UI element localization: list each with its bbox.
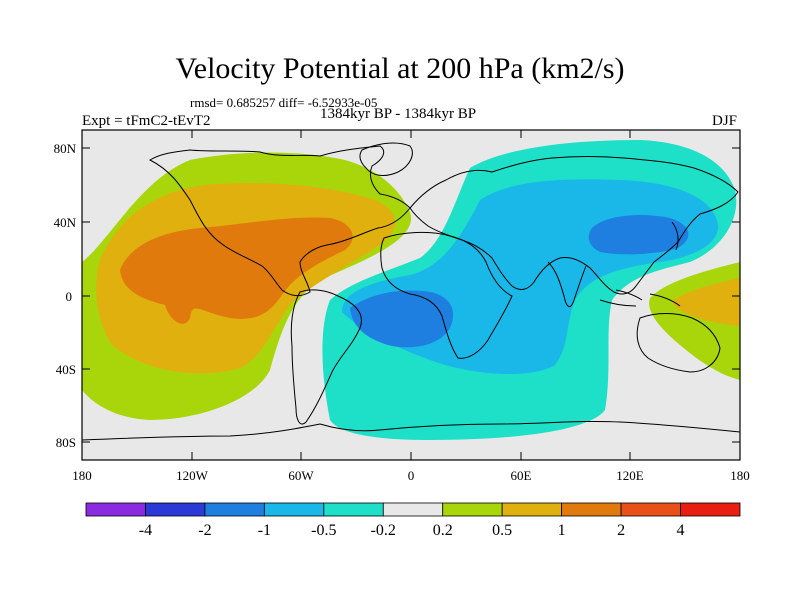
coast-japan [671, 221, 679, 251]
colorbar-swatch [442, 502, 503, 517]
colorbar-label: 1 [558, 522, 566, 539]
colorbar-label: 4 [677, 522, 685, 539]
colorbar-swatch [85, 502, 146, 517]
coastlines [82, 142, 740, 441]
positive-field-level-3 [120, 217, 353, 324]
lon-labels: 180 120W 60W 0 60E 120E 180 [72, 468, 750, 483]
coast-north-america [148, 145, 411, 297]
colorbar-swatch [561, 502, 622, 517]
period-label: 1384kyr BP - 1384kyr BP [320, 106, 477, 122]
colorbar-label: -4 [139, 522, 152, 539]
experiment-label: Expt = tFmC2-tEvT2 [82, 113, 211, 129]
lat-label-80s: 80S [56, 435, 76, 450]
contour-fields [82, 140, 740, 440]
negative-field-level-3-asia [588, 215, 689, 255]
coast-eurasia [409, 156, 739, 295]
coast-antarctica [82, 420, 740, 441]
colorbar: -4 -2 -1 -0.5 -0.2 0.2 0.5 1 2 4 [85, 502, 741, 539]
lon-label-60w: 60W [288, 468, 314, 483]
negative-field-level-3-atlantic [350, 290, 454, 348]
lat-ticks [82, 147, 740, 443]
colorbar-label: 2 [617, 522, 625, 539]
coast-indonesia [599, 289, 681, 307]
colorbar-label: -0.5 [311, 522, 336, 539]
colorbar-label: -1 [258, 522, 271, 539]
lon-label-60e: 60E [511, 468, 532, 483]
lat-label-80n: 80N [54, 141, 77, 156]
colorbar-label: -2 [198, 522, 211, 539]
colorbar-label: 0.5 [492, 522, 512, 539]
coast-africa [380, 231, 513, 359]
colorbar-swatch [204, 502, 265, 517]
colorbar-swatch [501, 502, 563, 517]
lat-labels: 80N 40N 0 40S 80S [54, 141, 77, 450]
colorbar-swatch [620, 502, 681, 517]
lon-label-120w: 120W [176, 468, 209, 483]
lon-label-120e: 120E [616, 468, 644, 483]
lon-label-0: 0 [408, 468, 415, 483]
colorbar-swatch [382, 502, 444, 517]
coast-australia [636, 313, 721, 373]
colorbar-swatch [323, 502, 384, 517]
coast-greenland [359, 142, 413, 176]
colorbar-label: 0.2 [433, 522, 453, 539]
lon-label-180-east: 180 [730, 468, 750, 483]
colorbar-label: -0.2 [371, 522, 396, 539]
colorbar-swatch [263, 502, 325, 517]
lat-label-40n: 40N [54, 215, 77, 230]
lat-label-40s: 40S [56, 362, 76, 377]
season-label: DJF [712, 113, 738, 129]
stats-line: rmsd= 0.685257 diff= -6.52933e-05 [190, 95, 378, 110]
colorbar-swatch [680, 502, 741, 517]
lon-ticks [81, 130, 741, 460]
lon-label-180-west: 180 [72, 468, 92, 483]
coast-south-america [290, 289, 362, 425]
lat-label-0: 0 [66, 289, 73, 304]
page-title: Velocity Potential at 200 hPa (km2/s) [175, 52, 625, 85]
colorbar-swatch [145, 502, 206, 517]
coast-india [547, 261, 587, 308]
positive-field-east-level-2 [672, 278, 740, 326]
